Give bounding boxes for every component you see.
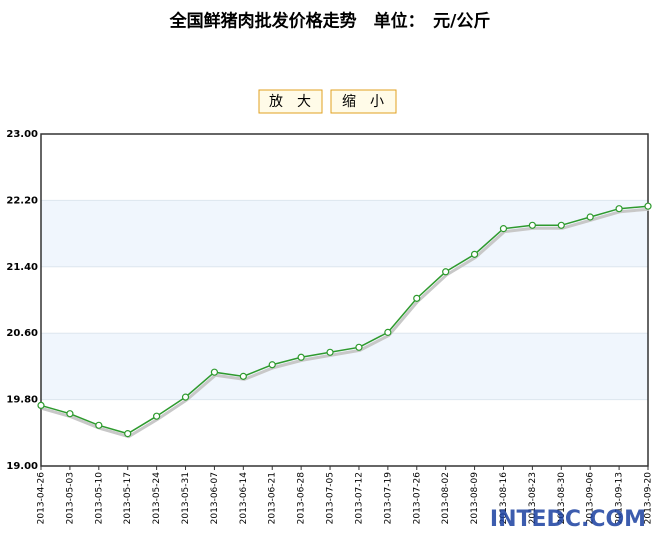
point (499, 225, 508, 233)
button-label: 缩 小 (342, 94, 384, 110)
point (210, 368, 219, 376)
button-box (330, 89, 397, 114)
point (239, 372, 247, 380)
chart-title: 全国鲜猪肉批发价格走势 单位： 元/公斤 (169, 11, 491, 32)
y-tick-label: 19.00 (6, 461, 38, 472)
x-tick-label: 2013-05-10 (94, 472, 104, 525)
point (384, 328, 392, 336)
point (95, 421, 103, 429)
point (528, 221, 536, 229)
x-tick-label: 2013-08-30 (557, 472, 567, 525)
x-tick-label: 2013-06-14 (239, 472, 249, 525)
point (586, 213, 594, 221)
band (41, 333, 648, 400)
x-tick-label: 2013-06-28 (297, 472, 307, 525)
x-tick-label: 2013-05-31 (181, 472, 191, 524)
line (40, 205, 649, 435)
watermark: INTEDC.COM (490, 507, 646, 532)
x-tick-label: 2013-08-23 (528, 472, 538, 524)
point (181, 393, 190, 401)
plot: 19.00 19.80 20.60 21.40 22.20 23.00 2013-04-26… (6, 129, 653, 524)
point (413, 294, 421, 302)
x-tick-label: 2013-07-26 (412, 472, 422, 525)
point (355, 343, 363, 351)
x-tick-label: 2013-06-21 (268, 472, 278, 524)
x-tick-label: 2013-05-24 (152, 472, 162, 525)
x-tick-label: 2013-07-19 (383, 472, 393, 525)
point (153, 412, 161, 420)
x-tick-label: 2013-04-26 (37, 472, 47, 525)
x-tick-label: 2013-08-16 (499, 472, 509, 525)
zoom-in-button[interactable]: 放 大 (258, 89, 323, 114)
point (66, 410, 74, 418)
button-box (258, 89, 323, 114)
point (442, 268, 450, 276)
x-tick-label: 2013-08-09 (470, 472, 480, 525)
x-tick-label: 2013-08-02 (441, 472, 451, 524)
y-tick-label: 22.20 (6, 195, 38, 206)
point (615, 205, 623, 213)
x-tick-label: 2013-05-03 (65, 472, 75, 524)
x-tick-label: 2013-07-12 (354, 472, 364, 524)
y-tick-label: 20.60 (6, 328, 38, 339)
point (326, 348, 334, 356)
x-tick-label: 2013-09-06 (586, 472, 596, 525)
y-tick-label: 23.00 (6, 129, 38, 140)
x-tick-label: 2013-09-20 (644, 472, 654, 525)
x-tick-label: 2013-07-05 (326, 472, 336, 524)
point (297, 353, 305, 361)
x-tick-label: 2013-09-13 (615, 472, 625, 524)
y-tick-label: 21.40 (6, 262, 38, 273)
point (470, 250, 479, 258)
point (644, 202, 652, 210)
x-tick-label: 2013-06-07 (210, 472, 220, 524)
button-label: 放 大 (269, 94, 311, 110)
line-shadow (41, 207, 650, 439)
y-tick-label: 19.80 (6, 395, 38, 406)
point (37, 401, 45, 410)
plot-frame (40, 133, 649, 467)
point (124, 430, 132, 438)
band (41, 200, 648, 267)
point (268, 361, 276, 369)
x-tick-label: 2013-05-17 (123, 472, 133, 524)
point (557, 221, 565, 229)
zoom-out-button[interactable]: 缩 小 (330, 89, 397, 114)
